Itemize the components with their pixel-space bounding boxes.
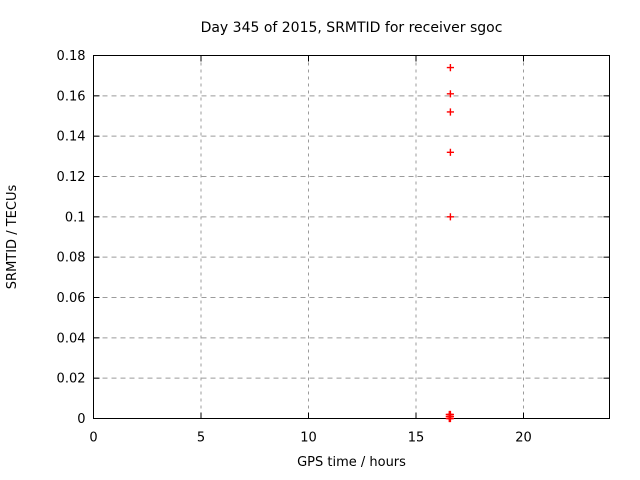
x-axis-label: GPS time / hours <box>297 455 406 470</box>
plot-border-layer <box>93 55 610 419</box>
x-tick-label: 20 <box>515 431 532 446</box>
y-tick-label: 0.1 <box>65 210 86 225</box>
y-axis-label: SRMTID / TECUs <box>5 185 20 290</box>
x-tick-label: 0 <box>89 431 97 446</box>
y-tick-label: 0.04 <box>57 331 86 346</box>
y-tick-label: 0.08 <box>57 251 86 266</box>
tick-marks-layer <box>93 55 610 419</box>
y-tick-label: 0 <box>77 412 85 427</box>
tick-labels-layer: 0 5 10 15 20 0 0.02 0.04 0.06 0.08 0.1 0.12 0.14 0.16… <box>57 49 532 446</box>
data-points-layer <box>445 64 454 423</box>
data-point-marker <box>446 90 454 98</box>
y-tick-label: 0.06 <box>57 291 86 306</box>
y-tick-label: 0.12 <box>57 170 86 185</box>
y-tick-label: 0.14 <box>57 130 86 145</box>
data-point-marker <box>446 108 454 116</box>
y-tick-label: 0.16 <box>57 89 86 104</box>
data-point-marker <box>446 148 454 156</box>
data-point-marker <box>446 213 454 221</box>
grid-layer <box>93 55 610 419</box>
chart-title: Day 345 of 2015, SRMTID for receiver sgo… <box>201 20 503 36</box>
y-tick-label: 0.02 <box>57 372 86 387</box>
data-point-marker <box>446 414 454 423</box>
plot-border <box>93 55 610 419</box>
x-tick-label: 15 <box>408 431 425 446</box>
x-tick-label: 10 <box>300 431 317 446</box>
data-point-marker <box>446 64 454 72</box>
x-tick-label: 5 <box>197 431 205 446</box>
y-tick-label: 0.18 <box>57 49 86 64</box>
